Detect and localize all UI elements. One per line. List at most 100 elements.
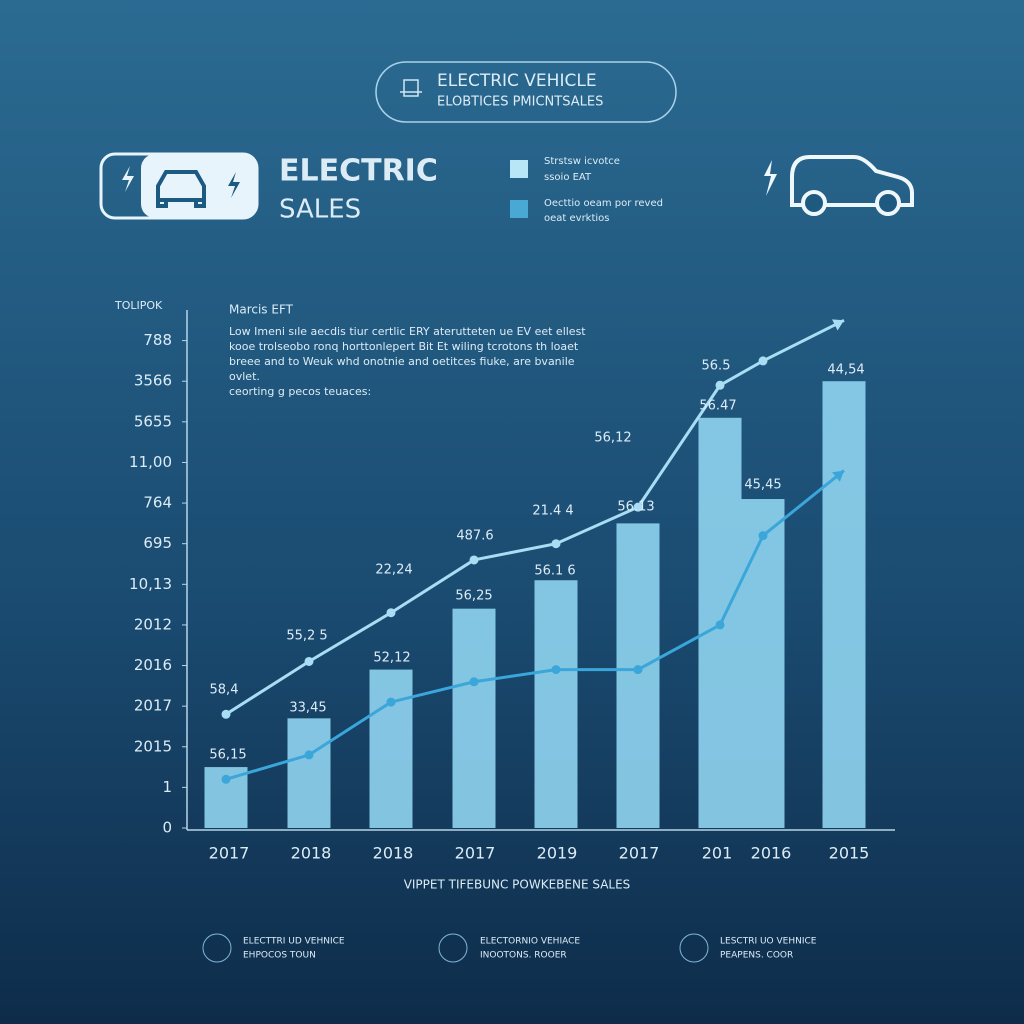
point <box>386 697 396 707</box>
x-tick-label: 2018 <box>291 844 332 863</box>
y-axis-title: TOLIPOK <box>114 299 163 312</box>
y-tick-label: 2017 <box>134 697 172 715</box>
bolt <box>228 172 240 198</box>
y-tick-label: 2012 <box>134 615 172 633</box>
note-line: Low Imeni sıle aecdis tiur certlic ERY a… <box>229 325 586 338</box>
badge-subtitle: ELOBTICES PMICNTSALES <box>437 95 603 110</box>
bar <box>741 499 785 828</box>
annotation: 56,15 <box>209 748 246 763</box>
y-tick-label: 1 <box>162 778 172 796</box>
footer-text: ELECTTRI UD VEHNICE <box>243 937 345 947</box>
footer-icon <box>202 933 232 963</box>
badge-title: ELECTRIC VEHICLE <box>437 71 597 91</box>
y-tick-label: 11,00 <box>129 453 172 471</box>
bar <box>369 669 413 828</box>
legend-swatch <box>510 200 528 218</box>
legend-text: Oecttio oeam por reved <box>544 198 663 209</box>
car-outline <box>790 155 914 207</box>
note-line: ceorting g pecos teuaces: <box>229 385 371 398</box>
x-tick-label: 2015 <box>829 844 870 863</box>
bolt <box>122 166 134 192</box>
legend-text: ssoio EAT <box>544 172 592 183</box>
arrowhead <box>832 470 844 482</box>
footer-text: INOOTONS. ROOER <box>480 951 567 961</box>
note-title: Marcis EFT <box>229 303 294 317</box>
x-axis-title: VIPPET TIFEBUNC POWKEBENE SALES <box>404 878 631 892</box>
arrowhead <box>832 319 844 331</box>
point <box>758 356 768 366</box>
annotation: 56,25 <box>455 589 492 604</box>
point <box>469 677 479 687</box>
x-tick-label: 2017 <box>209 844 250 863</box>
annotation: 21.4 4 <box>532 504 573 519</box>
y-tick-label: 695 <box>143 534 172 552</box>
point <box>304 656 314 666</box>
y-tick-label: 0 <box>162 819 172 837</box>
bar <box>616 523 660 828</box>
annotation: 56.13 <box>617 500 654 515</box>
annotation: 52,12 <box>373 651 410 666</box>
x-tick-label: 2017 <box>455 844 496 863</box>
annotation: 56,12 <box>594 431 631 446</box>
x-tick-label: 2017 <box>619 844 660 863</box>
y-tick-label: 2016 <box>134 656 172 674</box>
x-tick-label: 2018 <box>373 844 414 863</box>
x-tick-label: 201 <box>702 844 733 863</box>
point <box>633 665 643 675</box>
footer-text: LESCTRI UO VEHNICE <box>720 937 817 947</box>
y-tick-label: 3566 <box>134 372 172 390</box>
y-tick-label: 10,13 <box>129 575 172 593</box>
note-line: ovlet. <box>229 370 260 383</box>
point <box>715 620 725 630</box>
point <box>715 380 725 390</box>
legend-text: oeat evrktios <box>544 213 610 224</box>
footer-icon <box>438 933 468 963</box>
point <box>304 750 314 760</box>
annotation: 487.6 <box>456 529 493 544</box>
annotation: 45,45 <box>744 478 781 493</box>
footer-text: ELECTORNIO VEHIACE <box>480 937 580 947</box>
footer-text: PEAPENS. COOR <box>720 951 793 961</box>
annotation: 56.5 <box>702 359 731 374</box>
note-line: kooe trolseobo ronq horttonlepert Bit Et… <box>229 340 579 353</box>
footer-icon <box>679 933 709 963</box>
point <box>386 608 396 618</box>
car-icon <box>156 170 206 208</box>
note-line: breee and to Weuk whd onotnie and oetitc… <box>229 355 575 368</box>
y-tick-label: 5655 <box>134 412 172 430</box>
badge-icon <box>400 79 422 97</box>
point <box>551 665 561 675</box>
x-tick-label: 2016 <box>751 844 792 863</box>
point <box>221 774 231 784</box>
title: ELECTRIC <box>279 154 438 189</box>
y-tick-label: 764 <box>143 494 172 512</box>
wheel <box>875 190 901 216</box>
bolt <box>764 160 777 196</box>
annotation: 55,2 5 <box>286 629 327 644</box>
footer: ELECTTRI UD VEHNICE EHPOCOS TOUN ELECTOR… <box>202 933 817 963</box>
footer-text: EHPOCOS TOUN <box>243 951 316 961</box>
legend-text: Strstsw icvotce <box>544 156 620 167</box>
point <box>221 709 231 719</box>
point <box>633 502 643 512</box>
point <box>758 531 768 541</box>
annotation: 56.1 6 <box>534 564 575 579</box>
annotation: 56.47 <box>699 399 736 414</box>
annotation: 44,54 <box>827 363 864 378</box>
point <box>469 555 479 565</box>
wheel <box>801 190 827 216</box>
bar <box>822 381 866 828</box>
badge <box>375 61 677 123</box>
legend-swatch <box>510 160 528 178</box>
bar <box>452 608 496 828</box>
annotation: 58,4 <box>210 683 239 698</box>
bar <box>534 580 578 828</box>
x-tick-label: 2019 <box>537 844 578 863</box>
annotation: 22,24 <box>375 563 412 578</box>
y-tick-label: 2015 <box>134 737 172 755</box>
annotation: 33,45 <box>289 701 326 716</box>
bar <box>287 718 331 828</box>
y-tick-label: 788 <box>143 331 172 349</box>
